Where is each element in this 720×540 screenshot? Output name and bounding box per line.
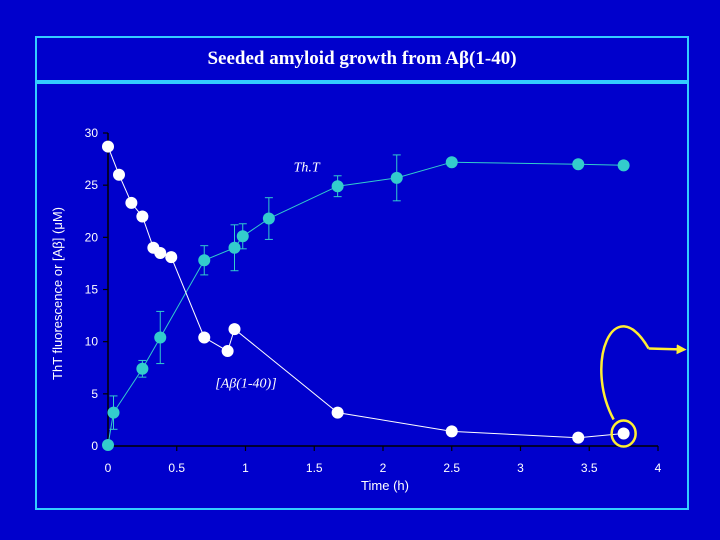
- chart-highlight: [600, 325, 687, 448]
- highlight-arrow-curve: [600, 325, 650, 421]
- abeta-series-line: [107, 146, 624, 439]
- abeta-point: [165, 251, 178, 264]
- tht-point: [136, 362, 149, 375]
- abeta-point: [136, 210, 149, 223]
- abeta-point: [113, 168, 125, 181]
- tht-point: [107, 406, 120, 419]
- abeta-point: [228, 323, 241, 336]
- chart-error-bars: [109, 154, 456, 430]
- abeta-point: [331, 406, 344, 419]
- x-tick-label: 4: [655, 461, 662, 475]
- tht-series-label: Th.T: [294, 161, 321, 176]
- abeta-point: [572, 431, 585, 444]
- abeta-point: [617, 427, 630, 440]
- slide-title: Seeded amyloid growth from Aβ(1-40): [207, 48, 517, 69]
- abeta-point: [154, 246, 167, 259]
- x-tick-label: 3.5: [581, 461, 598, 475]
- tht-point: [262, 212, 275, 225]
- chart-axes: 0 0.5 1 1.5 2 2.5 3 3.5 4 0 5 10 15 20 25 30 Time (h) ThT…: [50, 126, 662, 493]
- highlight-arrow-head: [648, 344, 687, 355]
- x-tick-label: 3: [517, 461, 524, 475]
- tht-point: [154, 331, 167, 344]
- tht-point: [102, 438, 114, 451]
- tht-point: [572, 158, 585, 171]
- y-tick-label: 5: [91, 387, 98, 401]
- tht-point: [445, 156, 458, 169]
- abeta-point: [125, 196, 138, 209]
- abeta-series-label: [Aβ(1-40)]: [215, 377, 276, 392]
- x-axis-title: Time (h): [361, 478, 409, 493]
- abeta-point: [198, 331, 211, 344]
- chart-labels: Th.T [Aβ(1-40)]: [215, 161, 321, 392]
- tht-point: [236, 230, 249, 243]
- tht-series-line: [107, 161, 624, 446]
- y-tick-label: 15: [85, 283, 99, 297]
- slide-frame: [35, 36, 689, 510]
- x-tick-label: 2.5: [443, 461, 460, 475]
- chart-series-lines: [107, 146, 624, 446]
- abeta-point: [445, 425, 458, 438]
- tht-point: [617, 159, 630, 172]
- abeta-point: [102, 140, 114, 153]
- x-tick-label: 1: [242, 461, 249, 475]
- y-tick-label: 20: [85, 230, 99, 244]
- y-tick-label: 30: [85, 126, 99, 140]
- tht-point: [228, 241, 241, 254]
- tht-point: [331, 180, 344, 193]
- x-tick-label: 0.5: [168, 461, 185, 475]
- title-underline-bar: [36, 80, 688, 84]
- chart-points: [102, 140, 630, 451]
- y-axis-title: ThT fluorescence or [Aβ] (μM): [50, 207, 65, 380]
- x-tick-label: 2: [380, 461, 387, 475]
- x-tick-label: 1.5: [306, 461, 323, 475]
- y-tick-label: 10: [85, 335, 99, 349]
- y-tick-label: 25: [85, 178, 99, 192]
- x-tick-label: 0: [105, 461, 112, 475]
- highlight-circle: [610, 419, 637, 448]
- y-tick-label: 0: [91, 439, 98, 453]
- tht-point: [390, 171, 403, 184]
- tht-point: [198, 254, 211, 267]
- abeta-point: [221, 345, 234, 358]
